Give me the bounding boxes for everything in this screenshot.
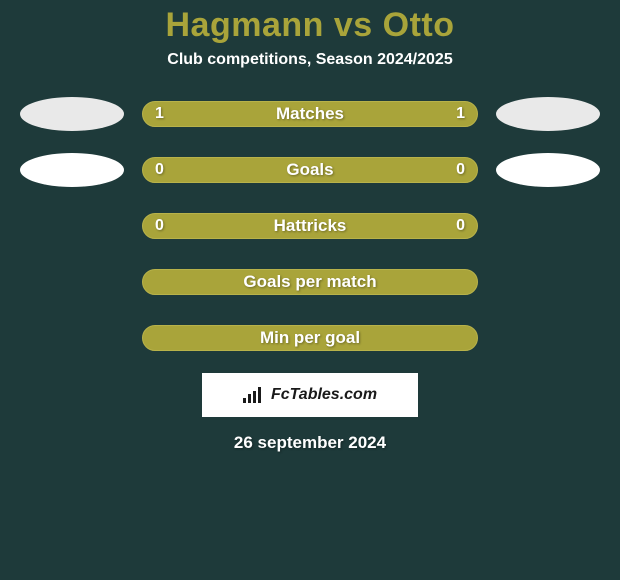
watermark: FcTables.com (202, 373, 418, 417)
stat-bar: 0 Hattricks 0 (142, 213, 478, 239)
watermark-text: FcTables.com (271, 386, 377, 404)
stat-value-right: 1 (456, 105, 465, 123)
spacer (20, 265, 124, 299)
player-right-ellipse (496, 153, 600, 187)
stat-value-right: 0 (456, 217, 465, 235)
spacer (20, 321, 124, 355)
spacer (20, 209, 124, 243)
page-title: Hagmann vs Otto (0, 6, 620, 45)
stat-value-right: 0 (456, 161, 465, 179)
stat-value-left: 0 (155, 161, 164, 179)
spacer (496, 321, 600, 355)
date-label: 26 september 2024 (0, 433, 620, 453)
stat-label: Hattricks (274, 216, 347, 236)
stat-label: Min per goal (260, 328, 360, 348)
stat-bar: Goals per match (142, 269, 478, 295)
stat-row: Goals per match (0, 265, 620, 299)
stat-bar: 1 Matches 1 (142, 101, 478, 127)
spacer (496, 209, 600, 243)
player-left-ellipse (20, 153, 124, 187)
spacer (496, 265, 600, 299)
stat-label: Goals (286, 160, 333, 180)
stat-row: 0 Goals 0 (0, 153, 620, 187)
stat-bar: Min per goal (142, 325, 478, 351)
stat-row: Min per goal (0, 321, 620, 355)
stat-value-left: 0 (155, 217, 164, 235)
stat-label: Matches (276, 104, 344, 124)
stat-value-left: 1 (155, 105, 164, 123)
stat-bar: 0 Goals 0 (142, 157, 478, 183)
stat-rows: 1 Matches 1 0 Goals 0 0 Hattricks 0 Goals per mat… (0, 97, 620, 355)
player-right-ellipse (496, 97, 600, 131)
stat-label: Goals per match (243, 272, 376, 292)
page-subtitle: Club competitions, Season 2024/2025 (0, 51, 620, 69)
bars-icon (243, 387, 265, 403)
player-left-ellipse (20, 97, 124, 131)
stat-row: 1 Matches 1 (0, 97, 620, 131)
comparison-card: Hagmann vs Otto Club competitions, Seaso… (0, 0, 620, 580)
stat-row: 0 Hattricks 0 (0, 209, 620, 243)
